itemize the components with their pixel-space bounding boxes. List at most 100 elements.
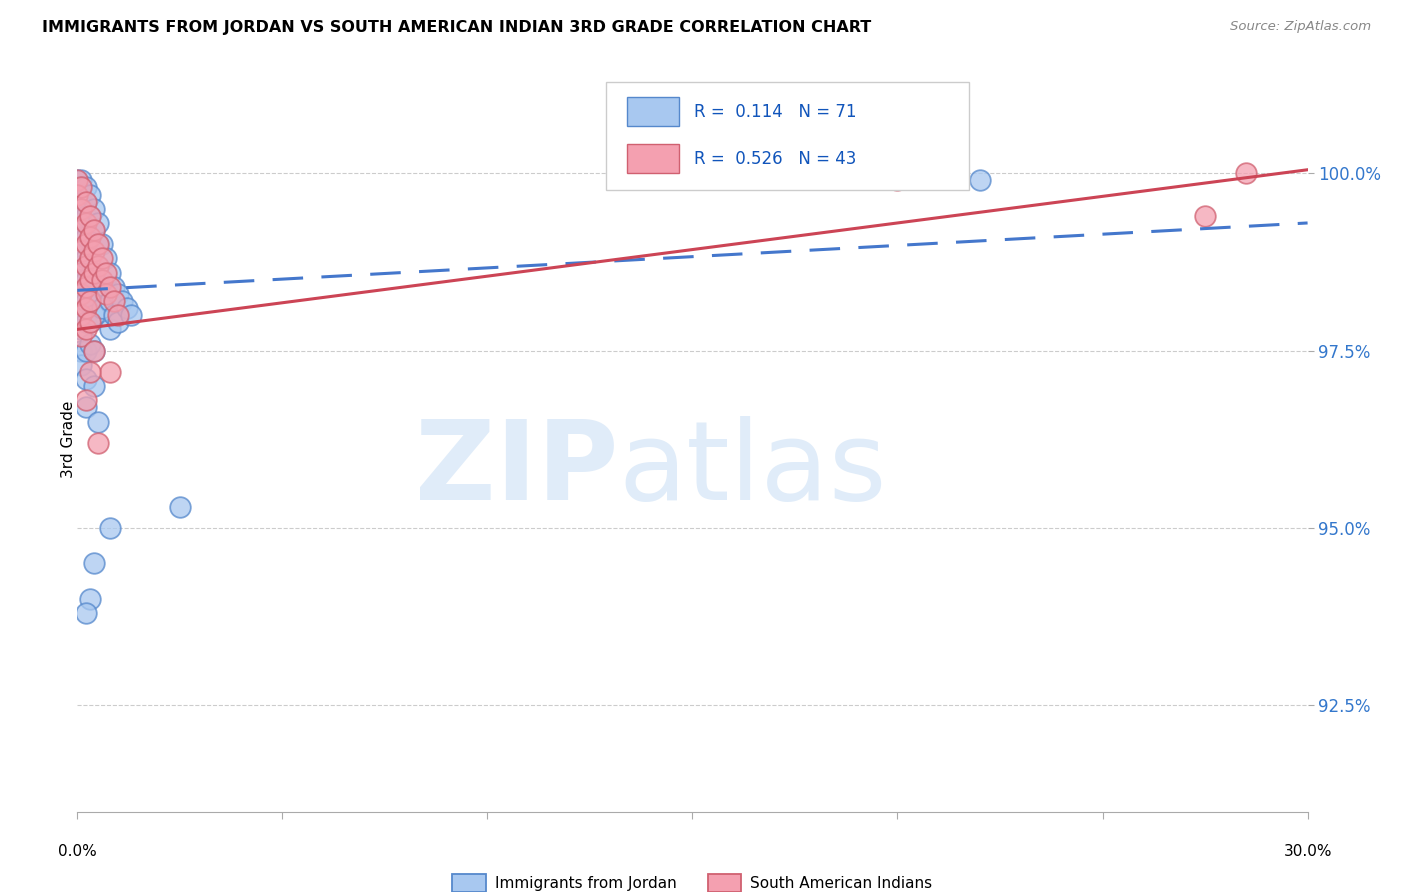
- Text: R =  0.526   N = 43: R = 0.526 N = 43: [693, 150, 856, 168]
- Point: [90, 301, 114, 315]
- Point: [120, 308, 142, 322]
- Point: [75, 216, 97, 230]
- Point: [70, 230, 93, 244]
- Point: [75, 343, 97, 358]
- Point: [75, 315, 97, 329]
- Bar: [627, 144, 679, 173]
- Point: [763, 166, 786, 180]
- Point: [66, 180, 89, 194]
- Point: [103, 280, 125, 294]
- Point: [87, 259, 110, 273]
- Text: atlas: atlas: [619, 416, 887, 523]
- Point: [75, 259, 97, 273]
- Point: [79, 230, 101, 244]
- Point: [70, 202, 93, 216]
- Point: [70, 308, 93, 322]
- Point: [70, 286, 93, 301]
- Point: [70, 244, 93, 259]
- Point: [75, 606, 97, 620]
- Point: [75, 372, 97, 386]
- Point: [79, 273, 101, 287]
- Text: 0.0%: 0.0%: [58, 844, 97, 859]
- Point: [83, 308, 105, 322]
- Point: [103, 293, 125, 308]
- Point: [66, 202, 89, 216]
- Point: [70, 244, 93, 259]
- Point: [75, 252, 97, 266]
- Text: ZIP: ZIP: [415, 416, 619, 523]
- Point: [70, 358, 93, 372]
- Point: [70, 329, 93, 343]
- Point: [107, 286, 129, 301]
- Point: [87, 435, 110, 450]
- Point: [87, 237, 110, 252]
- Point: [70, 266, 93, 280]
- Point: [66, 187, 89, 202]
- Point: [75, 194, 97, 209]
- Point: [169, 500, 191, 514]
- Point: [70, 180, 93, 194]
- Point: [75, 237, 97, 252]
- Point: [98, 266, 121, 280]
- Point: [66, 173, 89, 187]
- Point: [83, 223, 105, 237]
- Point: [79, 293, 101, 308]
- Point: [969, 173, 991, 187]
- Point: [87, 237, 110, 252]
- Text: R =  0.114   N = 71: R = 0.114 N = 71: [693, 103, 856, 120]
- Point: [66, 187, 89, 202]
- Point: [79, 252, 101, 266]
- Point: [90, 273, 114, 287]
- Y-axis label: 3rd Grade: 3rd Grade: [62, 401, 76, 478]
- Point: [83, 244, 105, 259]
- Point: [90, 252, 114, 266]
- Text: 30.0%: 30.0%: [1284, 844, 1331, 859]
- Point: [70, 223, 93, 237]
- Point: [94, 286, 117, 301]
- Legend: Immigrants from Jordan, South American Indians: Immigrants from Jordan, South American I…: [446, 868, 939, 892]
- Point: [79, 591, 101, 606]
- Point: [66, 173, 89, 187]
- Point: [75, 273, 97, 287]
- Point: [70, 273, 93, 287]
- Point: [83, 266, 105, 280]
- Point: [103, 308, 125, 322]
- Point: [98, 521, 121, 535]
- Point: [79, 230, 101, 244]
- Point: [98, 322, 121, 336]
- Point: [79, 187, 101, 202]
- Point: [98, 293, 121, 308]
- Point: [70, 187, 93, 202]
- Point: [98, 365, 121, 379]
- Point: [83, 557, 105, 571]
- Point: [70, 173, 93, 187]
- Point: [70, 180, 93, 194]
- FancyBboxPatch shape: [606, 82, 969, 190]
- Point: [75, 230, 97, 244]
- Point: [70, 286, 93, 301]
- Point: [79, 273, 101, 287]
- Point: [83, 266, 105, 280]
- Point: [75, 180, 97, 194]
- Point: [83, 244, 105, 259]
- Point: [87, 259, 110, 273]
- Point: [107, 315, 129, 329]
- Bar: [627, 96, 679, 127]
- Point: [79, 315, 101, 329]
- Point: [79, 293, 101, 308]
- Point: [1194, 209, 1216, 223]
- Point: [98, 280, 121, 294]
- Point: [75, 301, 97, 315]
- Point: [70, 202, 93, 216]
- Point: [75, 401, 97, 415]
- Point: [87, 415, 110, 429]
- Point: [94, 266, 117, 280]
- Point: [79, 252, 101, 266]
- Point: [79, 209, 101, 223]
- Text: IMMIGRANTS FROM JORDAN VS SOUTH AMERICAN INDIAN 3RD GRADE CORRELATION CHART: IMMIGRANTS FROM JORDAN VS SOUTH AMERICAN…: [42, 20, 872, 35]
- Point: [70, 259, 93, 273]
- Text: Source: ZipAtlas.com: Source: ZipAtlas.com: [1230, 20, 1371, 33]
- Point: [75, 293, 97, 308]
- Point: [83, 202, 105, 216]
- Point: [90, 273, 114, 287]
